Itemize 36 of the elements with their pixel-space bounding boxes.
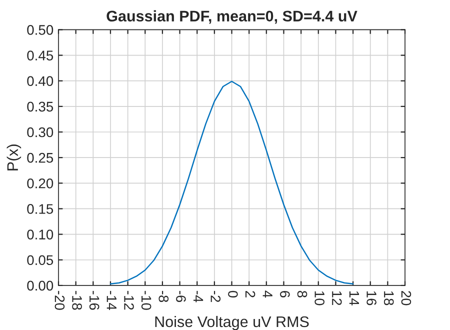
y-tick-label: 0.00 bbox=[27, 280, 54, 291]
y-tick-label: 0.30 bbox=[27, 127, 54, 138]
y-tick-label: 0.10 bbox=[27, 230, 54, 240]
x-tick-label: -2 bbox=[210, 290, 221, 302]
chart-title: Gaussian PDF, mean=0, SD=4.4 uV bbox=[106, 10, 358, 24]
y-axis-title: P(x) bbox=[6, 144, 22, 170]
x-tick-label: 20 bbox=[401, 291, 412, 306]
y-tick-label: 0.25 bbox=[27, 152, 54, 163]
y-tick-label: 0.50 bbox=[27, 25, 54, 35]
y-tick-label: 0.20 bbox=[27, 178, 54, 188]
x-tick-label: -4 bbox=[194, 290, 204, 302]
x-tick-label: 14 bbox=[349, 291, 359, 306]
y-tick-label: 0.05 bbox=[27, 255, 54, 266]
x-tick-label: 18 bbox=[384, 291, 394, 306]
y-tick-label: 0.40 bbox=[27, 76, 54, 86]
y-tick-label: 0.15 bbox=[27, 204, 54, 214]
x-axis-title: Noise Voltage uV RMS bbox=[155, 316, 309, 330]
x-tick-label: 0 bbox=[228, 290, 238, 298]
x-tick-label: -6 bbox=[176, 290, 186, 302]
x-tick-label: -16 bbox=[89, 290, 100, 310]
x-tick-label: 2 bbox=[245, 291, 256, 298]
x-tick-label: -20 bbox=[54, 290, 65, 310]
x-tick-label: -12 bbox=[124, 290, 134, 310]
x-tick-label: -18 bbox=[72, 290, 82, 310]
x-tick-label: 6 bbox=[280, 291, 290, 298]
x-tick-label: 16 bbox=[366, 291, 376, 306]
x-tick-label: 10 bbox=[314, 291, 324, 306]
x-tick-label: 4 bbox=[262, 290, 272, 298]
x-tick-label: 8 bbox=[297, 290, 308, 298]
y-tick-label: 0.35 bbox=[27, 102, 54, 112]
y-tick-label: 0.45 bbox=[27, 50, 54, 60]
x-tick-label: 12 bbox=[332, 291, 342, 306]
line-series bbox=[110, 80, 354, 285]
x-tick-label: -10 bbox=[141, 290, 152, 310]
x-tick-label: -8 bbox=[158, 290, 169, 302]
x-tick-label: -14 bbox=[106, 290, 116, 310]
